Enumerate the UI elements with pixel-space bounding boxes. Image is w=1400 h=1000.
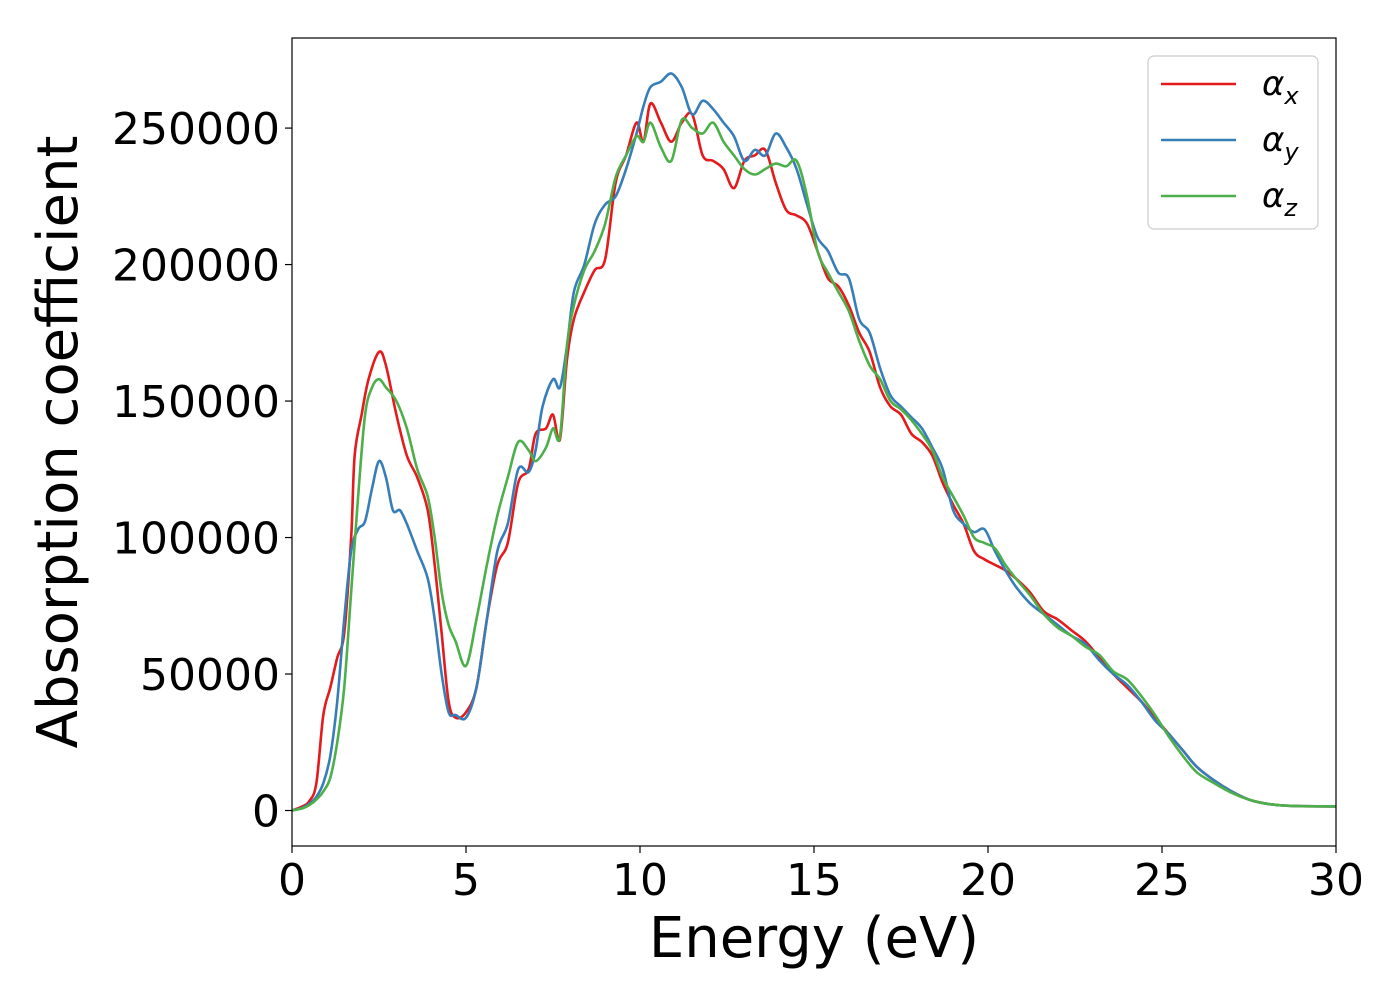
x-tick-label: 10 [612,855,668,906]
legend-subscript: y [1283,138,1299,166]
y-tick-label: 100000 [112,514,280,565]
y-tick-label: 0 [252,787,280,838]
legend-box [1147,55,1319,230]
x-tick-label: 0 [278,855,306,906]
y-axis-ticks: 0 50000 100000 150000 200000 250000 [112,104,292,838]
x-tick-label: 30 [1308,855,1364,906]
x-tick-label: 20 [960,855,1016,906]
y-tick-label: 50000 [140,650,280,701]
x-tick-label: 5 [452,855,480,906]
legend-subscript: z [1283,194,1298,222]
series-line-alpha-x [292,101,1336,812]
x-axis-label: Energy (eV) [649,906,979,971]
legend-subscript: x [1283,82,1299,110]
x-tick-label: 15 [786,855,842,906]
x-axis-ticks: 0 5 10 15 20 25 30 [278,846,1364,906]
y-tick-label: 250000 [112,104,280,155]
y-tick-label: 200000 [112,241,280,292]
series-layer [292,72,1336,812]
y-axis-label: Absorption coefficient [26,136,91,749]
y-tick-label: 150000 [112,377,280,428]
series-line-alpha-z [292,117,1336,812]
x-tick-label: 25 [1134,855,1190,906]
